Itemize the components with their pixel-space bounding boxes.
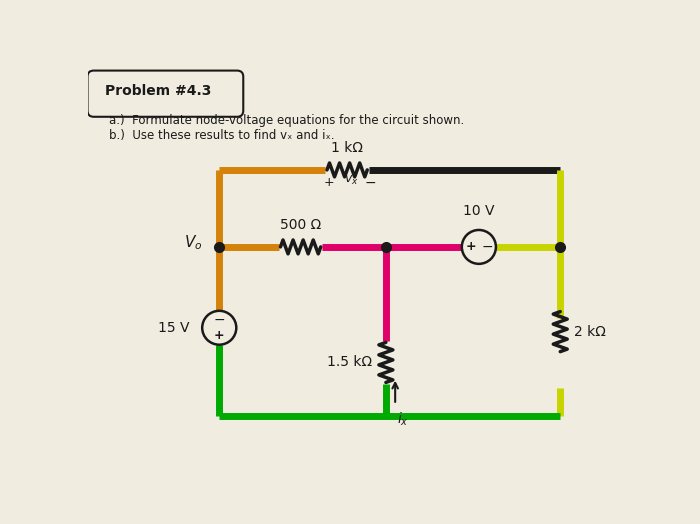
- Text: $V_o$: $V_o$: [184, 234, 202, 253]
- Text: b.)  Use these results to find vₓ and iₓ.: b.) Use these results to find vₓ and iₓ.: [109, 129, 335, 142]
- Text: 1.5 kΩ: 1.5 kΩ: [327, 355, 372, 369]
- Text: $v_x$: $v_x$: [344, 174, 358, 187]
- Text: 1 kΩ: 1 kΩ: [331, 140, 363, 155]
- Text: a.)  Formulate node-voltage equations for the circuit shown.: a.) Formulate node-voltage equations for…: [109, 114, 465, 127]
- Text: 10 V: 10 V: [463, 204, 495, 217]
- Text: 500 Ω: 500 Ω: [280, 217, 321, 232]
- Text: $i_x$: $i_x$: [397, 411, 408, 428]
- Text: −: −: [214, 313, 225, 326]
- Text: +: +: [214, 330, 225, 342]
- FancyBboxPatch shape: [88, 71, 244, 117]
- Text: +: +: [324, 177, 335, 190]
- Text: 2 kΩ: 2 kΩ: [574, 324, 606, 339]
- Text: −: −: [481, 240, 493, 254]
- Text: Problem #4.3: Problem #4.3: [104, 84, 211, 97]
- Text: −: −: [365, 176, 376, 190]
- Text: +: +: [466, 241, 476, 254]
- Text: 15 V: 15 V: [158, 321, 190, 335]
